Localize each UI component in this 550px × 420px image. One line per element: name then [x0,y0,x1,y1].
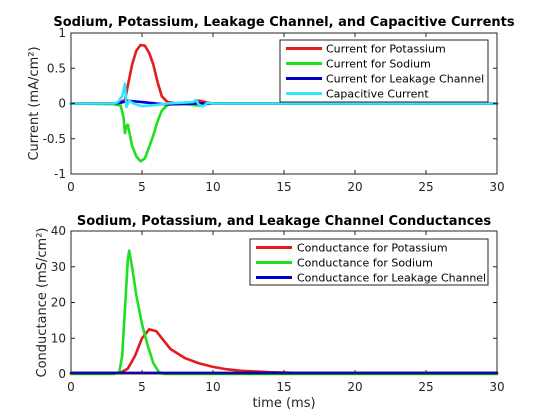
currents-y-tick-label: 0.5 [47,61,66,75]
legend-label-capacitive-current: Capacitive Current [326,88,429,101]
currents-panel: Sodium, Potassium, Leakage Channel, and … [27,15,515,194]
legend-label-sodium-conductance: Conductance for Sodium [297,257,433,270]
currents-x-tick-label: 5 [138,180,146,194]
currents-legend: Current for Potassium Current for Sodium… [279,39,489,103]
currents-x-tick-label: 10 [205,180,220,194]
currents-legend-box [279,39,489,103]
conductances-legend: Conductance for Potassium Conductance fo… [249,238,489,286]
currents-y-axis-label: Current (mA/cm²) [27,46,42,160]
legend-label-sodium-current: Current for Sodium [326,58,431,71]
conductances-x-tick-label: 30 [489,380,504,394]
currents-axes-box [70,32,498,175]
conductances-y-tick-label: 20 [51,296,66,310]
currents-x-tick-label: 25 [418,180,433,194]
conductances-y-tick-label: 10 [51,331,66,345]
currents-y-tick-label: 0 [58,97,66,111]
conductances-x-tick-label: 15 [276,380,291,394]
conductances-x-axis-label: time (ms) [252,396,315,411]
currents-x-tick-label: 15 [276,180,291,194]
currents-y-tick-label: -1 [54,167,66,181]
currents-y-axis-label-text: Current (mA/cm²) [27,46,42,160]
series-line-capacitive-current [69,82,499,109]
conductances-x-tick-label: 25 [418,380,433,394]
conductances-x-tick-label: 0 [67,380,75,394]
legend-label-potassium-current: Current for Potassium [326,43,446,56]
conductances-y-axis-label: Conductance (mS/cm²) [35,228,50,378]
conductances-chart-title: Sodium, Potassium, and Leakage Channel C… [77,214,491,229]
currents-y-tick-label: -0.5 [43,132,66,146]
conductances-y-tick-label: 30 [51,260,66,274]
currents-x-tick-label: 20 [347,180,362,194]
conductances-panel: Sodium, Potassium, and Leakage Channel C… [35,214,505,411]
series-line-current-for-sodium [69,102,499,163]
series-line-conductance-for-sodium [69,249,499,376]
conductances-y-tick-label: 0 [58,367,66,381]
series-line-current-for-leakage-channel [69,99,499,106]
currents-chart-title: Sodium, Potassium, Leakage Channel, and … [53,15,515,30]
conductances-x-tick-label: 10 [205,380,220,394]
conductances-axes-box [70,230,498,375]
legend-label-potassium-conductance: Conductance for Potassium [297,242,448,255]
currents-ticks-layer: 0 5 10 15 20 25 30 -1 -0.5 0 0.5 1 [43,26,505,194]
conductances-x-tick-label: 5 [138,380,146,394]
currents-series-layer [69,43,499,163]
conductances-y-tick-label: 40 [51,224,66,238]
currents-x-tick-label: 30 [489,180,504,194]
conductances-x-tick-label: 20 [347,380,362,394]
currents-x-tick-label: 0 [67,180,75,194]
conductances-y-axis-label-text: Conductance (mS/cm²) [35,228,50,378]
currents-y-tick-label: 1 [58,26,66,40]
legend-label-leakage-conductance: Conductance for Leakage Channel [297,272,486,285]
conductances-ticks-layer: 0 5 10 15 20 25 30 0 10 20 30 40 [51,224,505,394]
legend-label-leakage-current: Current for Leakage Channel [326,73,484,86]
